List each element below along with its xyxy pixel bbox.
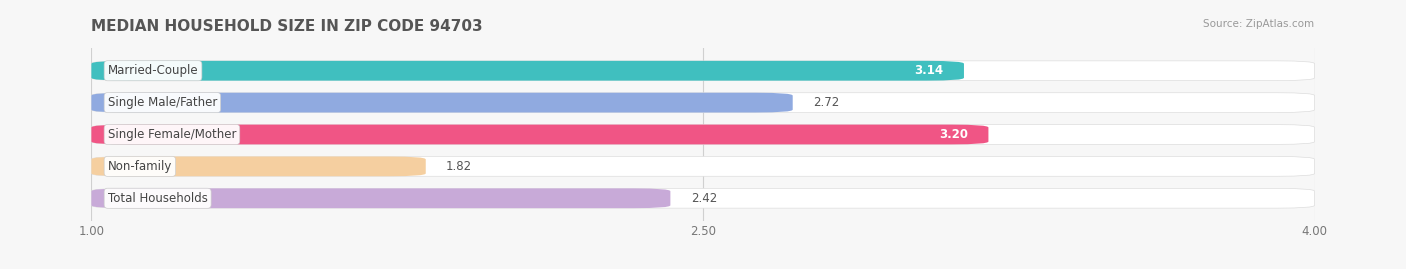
Text: 1.82: 1.82 <box>446 160 472 173</box>
Text: Source: ZipAtlas.com: Source: ZipAtlas.com <box>1204 19 1315 29</box>
FancyBboxPatch shape <box>91 188 671 208</box>
Text: Single Male/Father: Single Male/Father <box>108 96 217 109</box>
FancyBboxPatch shape <box>91 157 1315 176</box>
FancyBboxPatch shape <box>91 61 1315 81</box>
FancyBboxPatch shape <box>91 188 1315 208</box>
Text: 2.42: 2.42 <box>690 192 717 205</box>
Text: Married-Couple: Married-Couple <box>108 64 198 77</box>
FancyBboxPatch shape <box>91 125 1315 144</box>
Text: 2.72: 2.72 <box>813 96 839 109</box>
FancyBboxPatch shape <box>91 61 965 81</box>
FancyBboxPatch shape <box>91 125 988 144</box>
Text: Single Female/Mother: Single Female/Mother <box>108 128 236 141</box>
FancyBboxPatch shape <box>91 157 426 176</box>
Text: 3.20: 3.20 <box>939 128 969 141</box>
FancyBboxPatch shape <box>91 93 793 112</box>
Text: MEDIAN HOUSEHOLD SIZE IN ZIP CODE 94703: MEDIAN HOUSEHOLD SIZE IN ZIP CODE 94703 <box>91 19 484 34</box>
Text: Non-family: Non-family <box>108 160 172 173</box>
Text: Total Households: Total Households <box>108 192 208 205</box>
Text: 3.14: 3.14 <box>914 64 943 77</box>
FancyBboxPatch shape <box>91 93 1315 112</box>
